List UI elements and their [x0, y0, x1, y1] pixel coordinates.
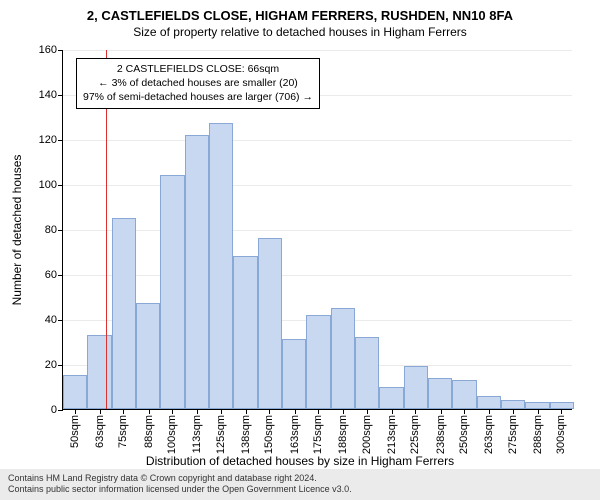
title-main: 2, CASTLEFIELDS CLOSE, HIGHAM FERRERS, R… [0, 0, 600, 23]
footer-line-2: Contains public sector information licen… [8, 484, 592, 496]
histogram-bar [209, 123, 233, 409]
x-tick-label: 300sqm [555, 409, 567, 454]
x-tick-label: 138sqm [240, 409, 252, 454]
x-tick-label: 75sqm [117, 409, 129, 448]
annotation-line: 97% of semi-detached houses are larger (… [83, 90, 313, 104]
x-tick-label: 200sqm [361, 409, 373, 454]
histogram-bar [404, 366, 428, 409]
x-tick-label: 163sqm [289, 409, 301, 454]
histogram-bar [282, 339, 306, 409]
histogram-bar [136, 303, 160, 409]
histogram-bar [63, 375, 87, 409]
x-tick-label: 50sqm [69, 409, 81, 448]
histogram-bar [477, 396, 501, 410]
x-tick-label: 213sqm [386, 409, 398, 454]
annotation-line: ← 3% of detached houses are smaller (20) [83, 76, 313, 90]
x-tick-label: 238sqm [435, 409, 447, 454]
x-tick-label: 150sqm [263, 409, 275, 454]
x-tick-label: 100sqm [166, 409, 178, 454]
histogram-bar [112, 218, 136, 409]
title-sub: Size of property relative to detached ho… [0, 23, 600, 39]
histogram-bar [87, 335, 111, 409]
x-tick-label: 88sqm [143, 409, 155, 448]
annotation-line: 2 CASTLEFIELDS CLOSE: 66sqm [83, 62, 313, 76]
x-tick-label: 113sqm [191, 409, 203, 453]
histogram-bar [428, 378, 452, 410]
histogram-bar [160, 175, 184, 409]
histogram-bar [452, 380, 476, 409]
histogram-bar [550, 402, 574, 409]
histogram-bar [258, 238, 282, 409]
x-tick-label: 288sqm [532, 409, 544, 454]
footer-credits: Contains HM Land Registry data © Crown c… [0, 469, 600, 500]
histogram-bar [379, 387, 403, 410]
histogram-bar [355, 337, 379, 409]
x-tick-label: 225sqm [409, 409, 421, 454]
histogram-bar [331, 308, 355, 409]
x-tick-label: 188sqm [337, 409, 349, 454]
y-axis-label: Number of detached houses [10, 155, 24, 306]
histogram-bar [501, 400, 525, 409]
histogram-bar [233, 256, 257, 409]
x-tick-label: 263sqm [483, 409, 495, 454]
x-tick-label: 250sqm [458, 409, 470, 454]
x-tick-label: 275sqm [507, 409, 519, 454]
annotation-box: 2 CASTLEFIELDS CLOSE: 66sqm← 3% of detac… [76, 58, 320, 109]
histogram-bar [525, 402, 549, 409]
x-axis-label: Distribution of detached houses by size … [0, 454, 600, 468]
x-tick-label: 125sqm [215, 409, 227, 454]
x-tick-label: 175sqm [312, 409, 324, 454]
x-tick-label: 63sqm [94, 409, 106, 448]
histogram-bar [185, 135, 209, 410]
histogram-bar [306, 315, 330, 410]
footer-line-1: Contains HM Land Registry data © Crown c… [8, 473, 592, 485]
